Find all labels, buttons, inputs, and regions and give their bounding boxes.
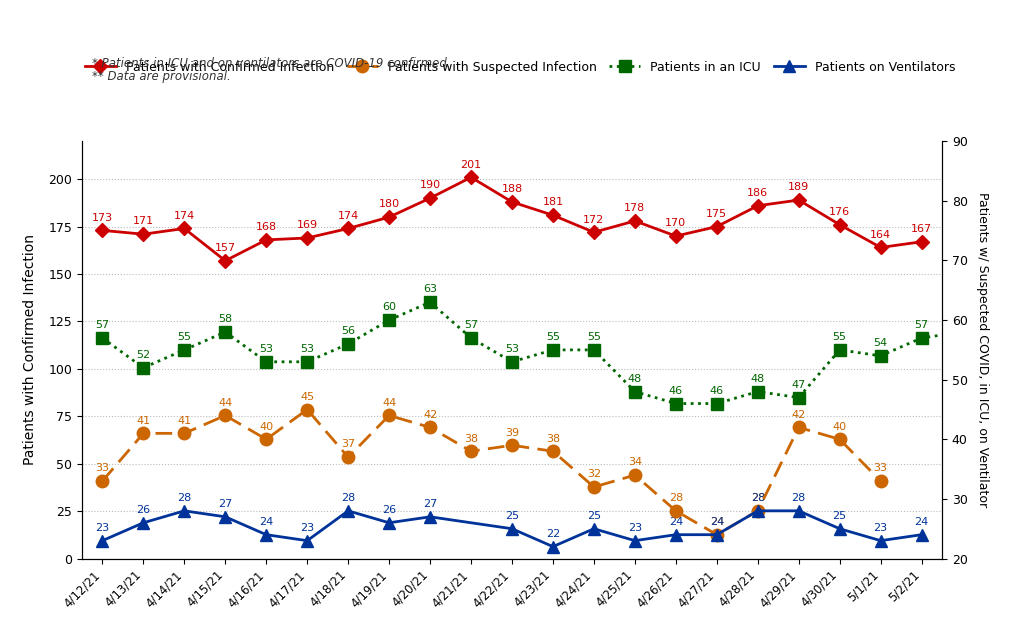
Text: 28: 28: [751, 493, 765, 503]
Text: 60: 60: [382, 302, 396, 313]
Text: ** Data are provisional.: ** Data are provisional.: [92, 70, 230, 83]
Text: 167: 167: [911, 224, 932, 234]
Text: 34: 34: [628, 457, 642, 467]
Text: 38: 38: [546, 433, 560, 444]
Text: 176: 176: [829, 207, 850, 217]
Text: 26: 26: [136, 505, 151, 515]
Text: 40: 40: [833, 422, 847, 431]
Text: 27: 27: [218, 499, 232, 509]
Text: 28: 28: [669, 493, 683, 503]
Text: 25: 25: [833, 511, 847, 521]
Text: 33: 33: [95, 464, 110, 473]
Text: 37: 37: [341, 440, 355, 449]
Text: 44: 44: [218, 398, 232, 408]
Text: 39: 39: [505, 428, 519, 438]
Text: 175: 175: [707, 209, 727, 219]
Text: 47: 47: [792, 380, 806, 390]
Text: 171: 171: [133, 216, 154, 227]
Text: 25: 25: [587, 511, 601, 521]
Text: 46: 46: [669, 386, 683, 396]
Text: 164: 164: [870, 230, 891, 239]
Text: 57: 57: [464, 320, 478, 330]
Text: 169: 169: [297, 220, 317, 230]
Text: 53: 53: [259, 344, 273, 354]
Text: 32: 32: [587, 469, 601, 480]
Text: 40: 40: [259, 422, 273, 431]
Text: 42: 42: [792, 410, 806, 420]
Text: 174: 174: [338, 211, 358, 221]
Text: 57: 57: [914, 320, 929, 330]
Text: 28: 28: [792, 493, 806, 503]
Text: 190: 190: [420, 180, 440, 191]
Text: 201: 201: [461, 160, 481, 169]
Text: 22: 22: [546, 529, 560, 539]
Text: 54: 54: [873, 338, 888, 348]
Text: 178: 178: [625, 203, 645, 213]
Text: 174: 174: [174, 211, 195, 221]
Text: 27: 27: [423, 499, 437, 509]
Text: 24: 24: [259, 517, 273, 527]
Text: 24: 24: [669, 517, 683, 527]
Text: 55: 55: [546, 332, 560, 342]
Text: 23: 23: [300, 523, 314, 533]
Text: 45: 45: [300, 392, 314, 402]
Text: 55: 55: [587, 332, 601, 342]
Text: 188: 188: [502, 184, 522, 195]
Text: 56: 56: [341, 326, 355, 336]
Text: 53: 53: [300, 344, 314, 354]
Y-axis label: Patients w/ Suspected COVID, in ICU, on Ventilator: Patients w/ Suspected COVID, in ICU, on …: [976, 193, 988, 507]
Text: 53: 53: [505, 344, 519, 354]
Text: 23: 23: [873, 523, 888, 533]
Text: 24: 24: [710, 517, 724, 527]
Text: 181: 181: [543, 198, 563, 207]
Text: 57: 57: [95, 320, 110, 330]
Text: 170: 170: [666, 218, 686, 229]
Text: 48: 48: [751, 374, 765, 384]
Text: 52: 52: [136, 350, 151, 360]
Legend: Patients with Confirmed Infection, Patients with Suspected Infection, Patients i: Patients with Confirmed Infection, Patie…: [80, 56, 961, 79]
Text: 41: 41: [136, 415, 151, 426]
Text: 28: 28: [341, 493, 355, 503]
Text: 58: 58: [218, 315, 232, 324]
Text: 25: 25: [505, 511, 519, 521]
Text: COVID-19 Hospitalizations Reported by MS Hospitals, 4/12/21-5/2/21 *,**: COVID-19 Hospitalizations Reported by MS…: [10, 27, 945, 50]
Text: 189: 189: [788, 182, 809, 193]
Text: 38: 38: [464, 433, 478, 444]
Text: 41: 41: [177, 415, 191, 426]
Text: 173: 173: [92, 213, 113, 223]
Text: 28: 28: [751, 493, 765, 503]
Text: 23: 23: [95, 523, 110, 533]
Text: 24: 24: [710, 517, 724, 527]
Y-axis label: Patients with Confirmed Infection: Patients with Confirmed Infection: [24, 234, 37, 465]
Text: * Patients in ICU and on ventilators are COVID-19 confirmed.: * Patients in ICU and on ventilators are…: [92, 57, 451, 71]
Text: 44: 44: [382, 398, 396, 408]
Text: 46: 46: [710, 386, 724, 396]
Text: 180: 180: [379, 200, 399, 209]
Text: 157: 157: [215, 243, 236, 253]
Text: 28: 28: [177, 493, 191, 503]
Text: 186: 186: [748, 188, 768, 198]
Text: 172: 172: [584, 214, 604, 225]
Text: 63: 63: [423, 284, 437, 295]
Text: 26: 26: [382, 505, 396, 515]
Text: 23: 23: [628, 523, 642, 533]
Text: 55: 55: [833, 332, 847, 342]
Text: 48: 48: [628, 374, 642, 384]
Text: 55: 55: [177, 332, 191, 342]
Text: 168: 168: [256, 222, 276, 232]
Text: 24: 24: [914, 517, 929, 527]
Text: 33: 33: [873, 464, 888, 473]
Text: 42: 42: [423, 410, 437, 420]
